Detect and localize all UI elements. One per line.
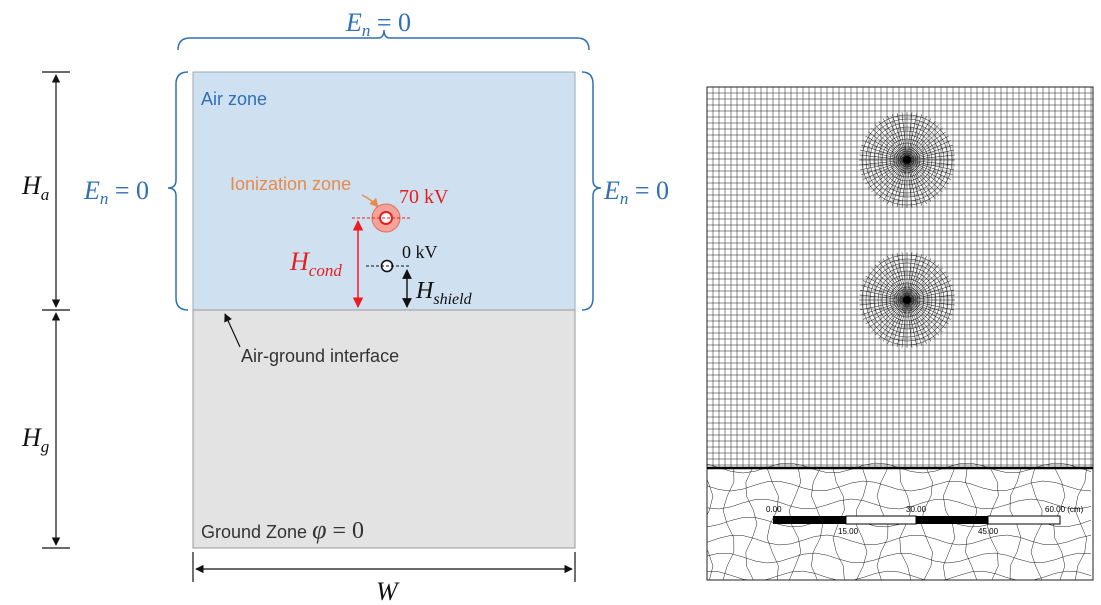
conductor <box>379 211 393 225</box>
ground-zone <box>192 309 576 549</box>
mesh-refinement-1 <box>859 112 955 208</box>
scale-tick-2: 60.00 (cm) <box>1045 505 1084 514</box>
hg-label: Hg <box>21 423 49 456</box>
top-boundary-brace <box>177 29 590 51</box>
schematic: En = 0 En = 0 En = 0 Air zone Ionization… <box>21 8 669 605</box>
mesh-border <box>706 86 1094 581</box>
scale-seg-2 <box>845 515 917 525</box>
right-boundary-label: En = 0 <box>603 176 669 208</box>
scale-seg-4 <box>987 515 1061 525</box>
ha-label: Ha <box>21 171 49 204</box>
top-boundary-label: En = 0 <box>345 8 411 40</box>
interface-pointer <box>224 313 241 348</box>
shield-voltage: 0 kV <box>402 242 438 262</box>
left-boundary-brace <box>167 71 189 311</box>
hshield-label: Hshield <box>415 278 473 308</box>
left-boundary-label: En = 0 <box>83 176 149 208</box>
mesh-scale-bar: 0.00 30.00 60.00 (cm) 15.00 45.00 <box>766 505 1084 536</box>
ionization-zone-label: Ionization zone <box>230 174 351 194</box>
scale-subtick-0: 15.00 <box>838 527 859 536</box>
scale-seg-1 <box>773 516 846 524</box>
mesh-refinement-2 <box>859 252 955 348</box>
scale-seg-3 <box>916 516 988 524</box>
scale-subtick-1: 45.00 <box>978 527 999 536</box>
w-label: W <box>376 577 400 605</box>
conductor-voltage: 70 kV <box>399 186 449 208</box>
hcond-label: Hcond <box>289 247 342 280</box>
scale-tick-0: 0.00 <box>766 505 782 514</box>
air-zone-label: Air zone <box>201 89 267 109</box>
ground-zone-label: Ground Zone φ = 0 <box>201 515 364 544</box>
mesh-panel: 0.00 30.00 60.00 (cm) 15.00 45.00 <box>706 86 1094 581</box>
mesh-grid-icon <box>707 87 1093 580</box>
right-boundary-brace <box>581 71 602 311</box>
scale-tick-1: 30.00 <box>906 505 927 514</box>
interface-label: Air-ground interface <box>241 346 399 366</box>
ionization-arrow <box>361 194 379 208</box>
